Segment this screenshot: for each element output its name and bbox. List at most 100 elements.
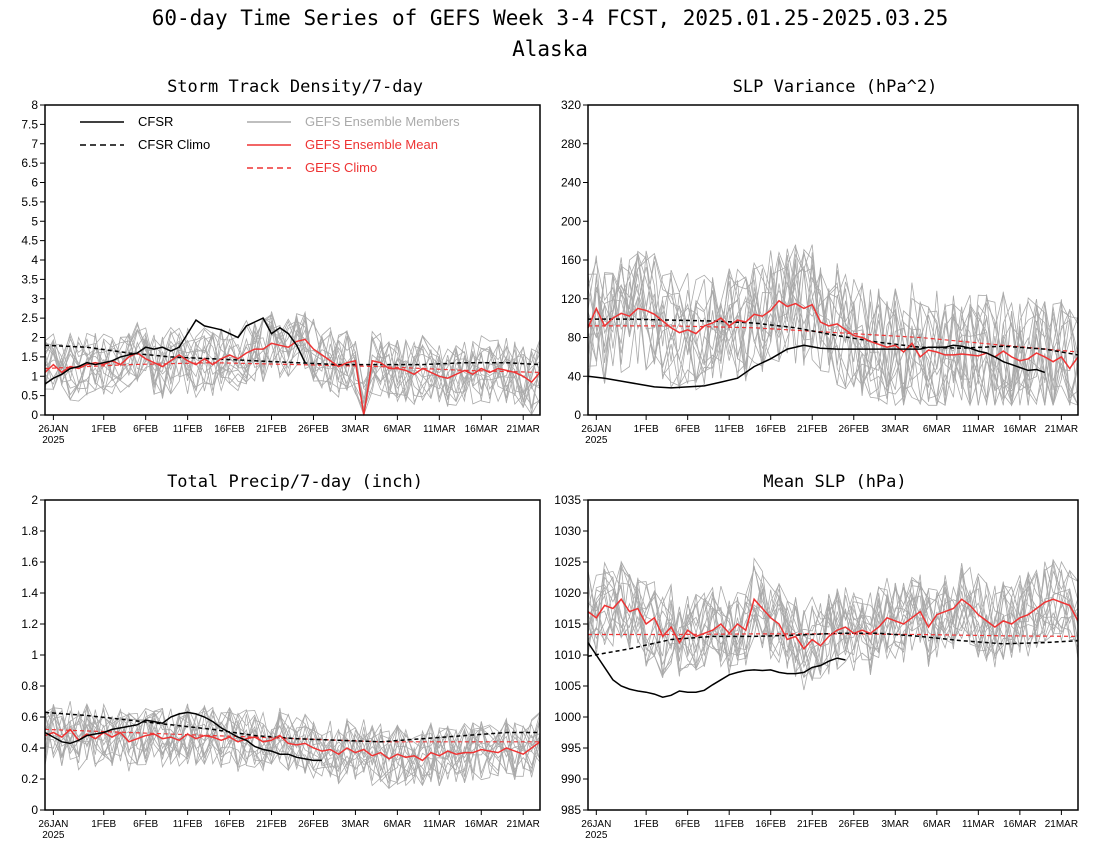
legend-label-members: GEFS Ensemble Members <box>305 114 460 129</box>
x-tick-label: 11MAR <box>423 424 456 435</box>
series-line-cfsr-climo <box>44 344 541 366</box>
y-tick-label: 1000 <box>554 710 581 724</box>
x-tick-label: 6MAR <box>383 424 411 435</box>
y-tick-label: 1.6 <box>21 555 38 569</box>
y-tick-label: 1.4 <box>21 586 38 600</box>
member-line <box>44 709 541 784</box>
plot-frame <box>44 104 541 416</box>
panel-mean-slp: Mean SLP (hPa) 985 990 995 1000 1005 1010 1015… <box>554 472 1079 841</box>
x-tick-label: 6MAR <box>923 819 951 830</box>
series-line-cfsr <box>44 317 306 385</box>
y-tick-label: 3.5 <box>21 272 38 286</box>
member-line <box>44 703 541 787</box>
x-tick-label: 16MAR <box>1003 819 1036 830</box>
figure-title: 60-day Time Series of GEFS Week 3-4 FCST… <box>152 6 949 30</box>
panel-slp-variance: SLP Variance (hPa^2) 0 40 80 120 160 200 240 28… <box>561 77 1079 446</box>
y-tick-label: 320 <box>561 98 581 112</box>
member-line <box>587 561 1079 673</box>
panel-title: Mean SLP (hPa) <box>763 472 906 492</box>
member-line <box>587 575 1079 677</box>
y-tick-label: 1 <box>31 369 38 383</box>
series-line-ens-mean <box>587 299 1079 370</box>
x-tick-label: 6FEB <box>133 424 158 435</box>
y-tick-label: 0 <box>574 408 581 422</box>
member-line <box>587 561 1079 675</box>
y-tick-label: 6 <box>31 176 38 190</box>
x-tick-label: 11FEB <box>714 819 744 830</box>
x-tick-label: 21MAR <box>1045 819 1078 830</box>
member-line <box>44 707 541 785</box>
x-tick-label: 1FEB <box>634 819 659 830</box>
y-tick-label: 1.8 <box>21 524 38 538</box>
panel-title: Total Precip/7-day (inch) <box>167 472 423 492</box>
y-tick-label: 3 <box>31 292 38 306</box>
y-tick-label: 1020 <box>554 586 581 600</box>
ensemble-members <box>587 557 1079 691</box>
member-line <box>587 574 1079 691</box>
series-line-ens-mean <box>587 597 1079 651</box>
x-tick-label: 21MAR <box>507 819 540 830</box>
x-tick-label: 26FEB <box>298 819 329 830</box>
legend-label-cfsr: CFSR <box>138 114 173 129</box>
x-year-label: 2025 <box>585 435 608 446</box>
x-tick-label: 21FEB <box>797 819 828 830</box>
member-line <box>587 560 1079 665</box>
y-tick-label: 200 <box>561 214 581 228</box>
y-tick-label: 160 <box>561 253 581 267</box>
y-tick-label: 1.2 <box>21 617 38 631</box>
legend-label-gefs-climo: GEFS Climo <box>305 160 377 175</box>
figure-subtitle: Alaska <box>512 37 588 61</box>
member-line <box>44 326 541 405</box>
y-tick-label: 995 <box>561 741 581 755</box>
x-tick-label: 21MAR <box>1045 424 1078 435</box>
x-tick-label: 21FEB <box>797 424 828 435</box>
series-line-cfsr <box>587 344 1046 389</box>
y-tick-label: 1025 <box>554 555 581 569</box>
x-year-label: 2025 <box>42 435 65 446</box>
y-tick-label: 240 <box>561 176 581 190</box>
x-tick-label: 3MAR <box>342 819 370 830</box>
y-tick-label: 40 <box>568 369 582 383</box>
y-tick-label: 0.2 <box>21 772 38 786</box>
y-tick-label: 120 <box>561 292 581 306</box>
member-line <box>44 317 541 408</box>
y-tick-label: 0 <box>31 408 38 422</box>
panel-total-precip: Total Precip/7-day (inch) 0 0.2 0.4 0.6 0.8 1… <box>21 472 541 841</box>
x-tick-label: 26FEB <box>838 424 869 435</box>
x-tick-label: 1FEB <box>91 424 116 435</box>
x-tick-label: 6FEB <box>675 424 700 435</box>
x-tick-label: 16MAR <box>465 819 498 830</box>
series-line-cfsr-climo <box>587 632 1079 657</box>
y-tick-label: 2 <box>31 331 38 345</box>
x-tick-label: 11MAR <box>423 819 456 830</box>
y-tick-label: 1035 <box>554 493 581 507</box>
y-tick-label: 0.8 <box>21 679 38 693</box>
legend-label-ens-mean: GEFS Ensemble Mean <box>305 137 438 152</box>
member-line <box>587 244 1079 406</box>
x-tick-label: 16MAR <box>465 424 498 435</box>
y-tick-label: 2 <box>31 493 38 507</box>
member-line <box>587 267 1079 407</box>
panel-title: Storm Track Density/7-day <box>167 77 423 97</box>
x-tick-label: 26JAN <box>38 424 68 435</box>
x-tick-label: 26JAN <box>581 819 611 830</box>
x-tick-label: 3MAR <box>881 819 909 830</box>
x-tick-label: 21FEB <box>256 819 287 830</box>
x-tick-label: 6MAR <box>923 424 951 435</box>
y-tick-label: 2.5 <box>21 311 38 325</box>
y-tick-label: 4 <box>31 253 38 267</box>
x-tick-label: 11MAR <box>962 819 995 830</box>
member-line <box>44 310 541 411</box>
panel-title: SLP Variance (hPa^2) <box>733 77 938 97</box>
x-tick-label: 26JAN <box>581 424 611 435</box>
series-line-gefs-climo <box>588 633 1079 638</box>
y-tick-label: 1010 <box>554 648 581 662</box>
legend: CFSR CFSR Climo GEFS Ensemble Members GE… <box>80 114 460 175</box>
y-tick-label: 0.6 <box>21 710 38 724</box>
member-line <box>587 557 1079 679</box>
y-tick-label: 1.5 <box>21 350 38 364</box>
x-tick-label: 11FEB <box>173 819 203 830</box>
x-tick-label: 11FEB <box>714 424 744 435</box>
y-tick-label: 5 <box>31 214 38 228</box>
